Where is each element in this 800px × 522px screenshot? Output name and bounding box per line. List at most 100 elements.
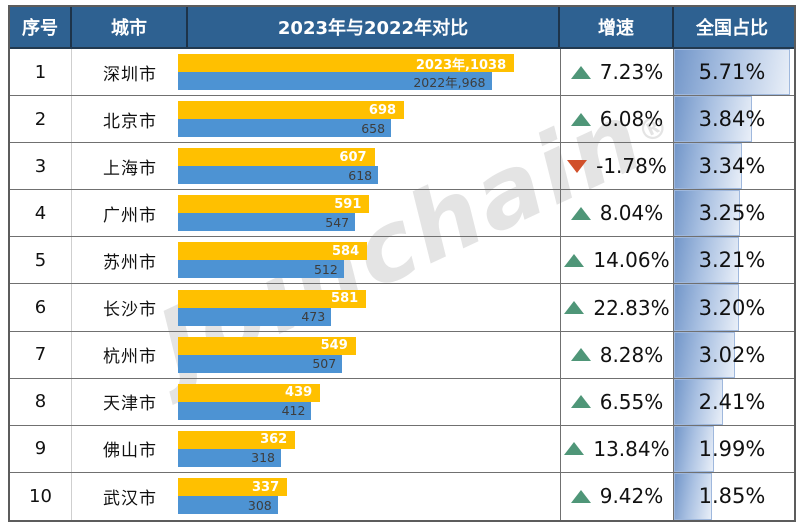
bar-2023-label: 439 (285, 385, 313, 401)
bar-group: 698 658 (178, 101, 560, 138)
rank-cell: 7 (10, 331, 72, 378)
bar-2023-label: 581 (331, 291, 359, 307)
bar-2023: 607 (178, 148, 375, 167)
rank-cell: 1 (10, 49, 72, 96)
share-value: 3.02% (698, 342, 766, 367)
rank-cell: 6 (10, 284, 72, 331)
header-growth: 增速 (560, 7, 674, 47)
share-cell: 1.99% (674, 425, 790, 472)
bar-2022: 308 (178, 496, 278, 515)
share-databar (674, 472, 712, 520)
bar-2022-label: 473 (301, 309, 326, 325)
bar-2023-label: 362 (260, 432, 288, 448)
table-row: 10 武汉市 337 308 9.42% 1.85% (10, 472, 794, 520)
growth-cell: 7.23% (560, 49, 674, 96)
growth-value: 9.42% (599, 484, 664, 509)
growth-value: -1.78% (596, 154, 667, 179)
city-cell: 苏州市 (103, 252, 157, 273)
bar-2022-label: 507 (312, 356, 337, 372)
share-value: 1.99% (698, 436, 766, 461)
bar-group: 439 412 (178, 383, 560, 420)
growth-cell: 6.08% (560, 96, 674, 143)
trend-triangle-icon (567, 159, 588, 173)
trend-triangle-icon (570, 489, 591, 503)
share-cell: 2.41% (674, 378, 790, 425)
bar-2023: 439 (178, 383, 321, 402)
bar-group: 2023年,1038 2022年,968 (178, 54, 560, 91)
table-row: 8 天津市 439 412 6.55% 2.41% (10, 378, 794, 426)
table-row: 4 广州市 591 547 8.04% 3.25% (10, 190, 794, 238)
header-city: 城市 (72, 7, 188, 47)
bar-2022: 507 (178, 354, 343, 373)
growth-value: 6.08% (599, 107, 664, 132)
rank-cell: 10 (10, 472, 72, 520)
bar-2023-label: 584 (331, 243, 360, 259)
city-cell: 上海市 (103, 158, 157, 179)
comparison-chart-cell: 2023年,1038 2022年,968 (178, 49, 560, 95)
bar-2023: 2023年,1038 (178, 54, 515, 73)
trend-triangle-icon (570, 206, 591, 220)
bar-2022: 318 (178, 448, 281, 467)
table-row: 1 深圳市 2023年,1038 2022年,968 7.23% 5.71% (10, 49, 794, 97)
rank-cell: 8 (10, 378, 72, 425)
trend-triangle-icon (570, 348, 591, 362)
table-row: 7 杭州市 549 507 8.28% 3.02% (10, 331, 794, 379)
bar-2023: 591 (178, 195, 370, 214)
rank-cell: 2 (10, 96, 72, 143)
bar-2023-label: 549 (320, 338, 348, 354)
city-cell: 广州市 (103, 205, 157, 226)
city-ranking-table: 序号 城市 2023年与2022年对比 增速 全国占比 1 深圳市 2023年,… (8, 5, 796, 522)
trend-triangle-icon (564, 301, 585, 315)
growth-value: 8.28% (599, 342, 664, 367)
bar-2022-label: 318 (251, 450, 275, 466)
city-cell: 天津市 (103, 394, 157, 415)
rank-cell: 3 (10, 143, 72, 190)
city-cell: 杭州市 (103, 347, 157, 368)
bar-2023-label: 591 (334, 196, 362, 212)
rank-cell: 4 (10, 190, 72, 237)
bar-2023: 362 (178, 430, 296, 449)
header-national-share: 全国占比 (696, 18, 768, 39)
bar-2022-label: 412 (281, 403, 306, 419)
bar-group: 549 507 (178, 336, 560, 373)
share-databar (674, 378, 723, 425)
share-databar (674, 237, 740, 284)
comparison-chart-cell: 581 473 (178, 284, 560, 330)
bar-group: 337 308 (178, 478, 560, 515)
bar-2022: 547 (178, 213, 356, 232)
share-databar (674, 96, 752, 143)
comparison-chart-cell: 549 507 (178, 332, 560, 378)
rank-cell: 9 (10, 425, 72, 472)
trend-triangle-icon (570, 395, 591, 409)
growth-cell: -1.78% (560, 143, 674, 190)
share-databar (674, 143, 742, 190)
bar-2022: 658 (178, 119, 392, 138)
comparison-chart-cell: 607 618 (178, 143, 560, 189)
bar-2022-label: 512 (313, 261, 338, 277)
growth-cell: 8.04% (560, 190, 674, 237)
bar-2022: 412 (178, 401, 312, 420)
bar-2023: 698 (178, 101, 405, 120)
bar-2022: 473 (178, 307, 332, 326)
share-cell: 3.34% (674, 143, 790, 190)
share-databar (674, 49, 790, 96)
bar-2023-label: 607 (339, 149, 367, 165)
comparison-chart-cell: 337 308 (178, 473, 560, 520)
comparison-chart-cell: 362 318 (178, 426, 560, 472)
table-header-row: 序号 城市 2023年与2022年对比 增速 全国占比 (10, 7, 794, 49)
table-row: 6 长沙市 581 473 22.83% 3.20% (10, 284, 794, 332)
table-row: 3 上海市 607 618 -1.78% 3.34% (10, 143, 794, 191)
growth-value: 13.84% (593, 436, 670, 461)
comparison-chart-cell: 591 547 (178, 190, 560, 236)
city-cell: 北京市 (103, 111, 157, 132)
share-value: 3.84% (698, 107, 766, 132)
bar-group: 607 618 (178, 148, 560, 185)
bar-2022-label: 2022年,968 (413, 74, 486, 90)
bar-2023: 549 (178, 336, 356, 355)
growth-cell: 6.55% (560, 378, 674, 425)
growth-cell: 8.28% (560, 331, 674, 378)
share-databar (674, 284, 739, 331)
growth-value: 6.55% (599, 389, 664, 414)
share-cell: 5.71% (674, 49, 790, 96)
